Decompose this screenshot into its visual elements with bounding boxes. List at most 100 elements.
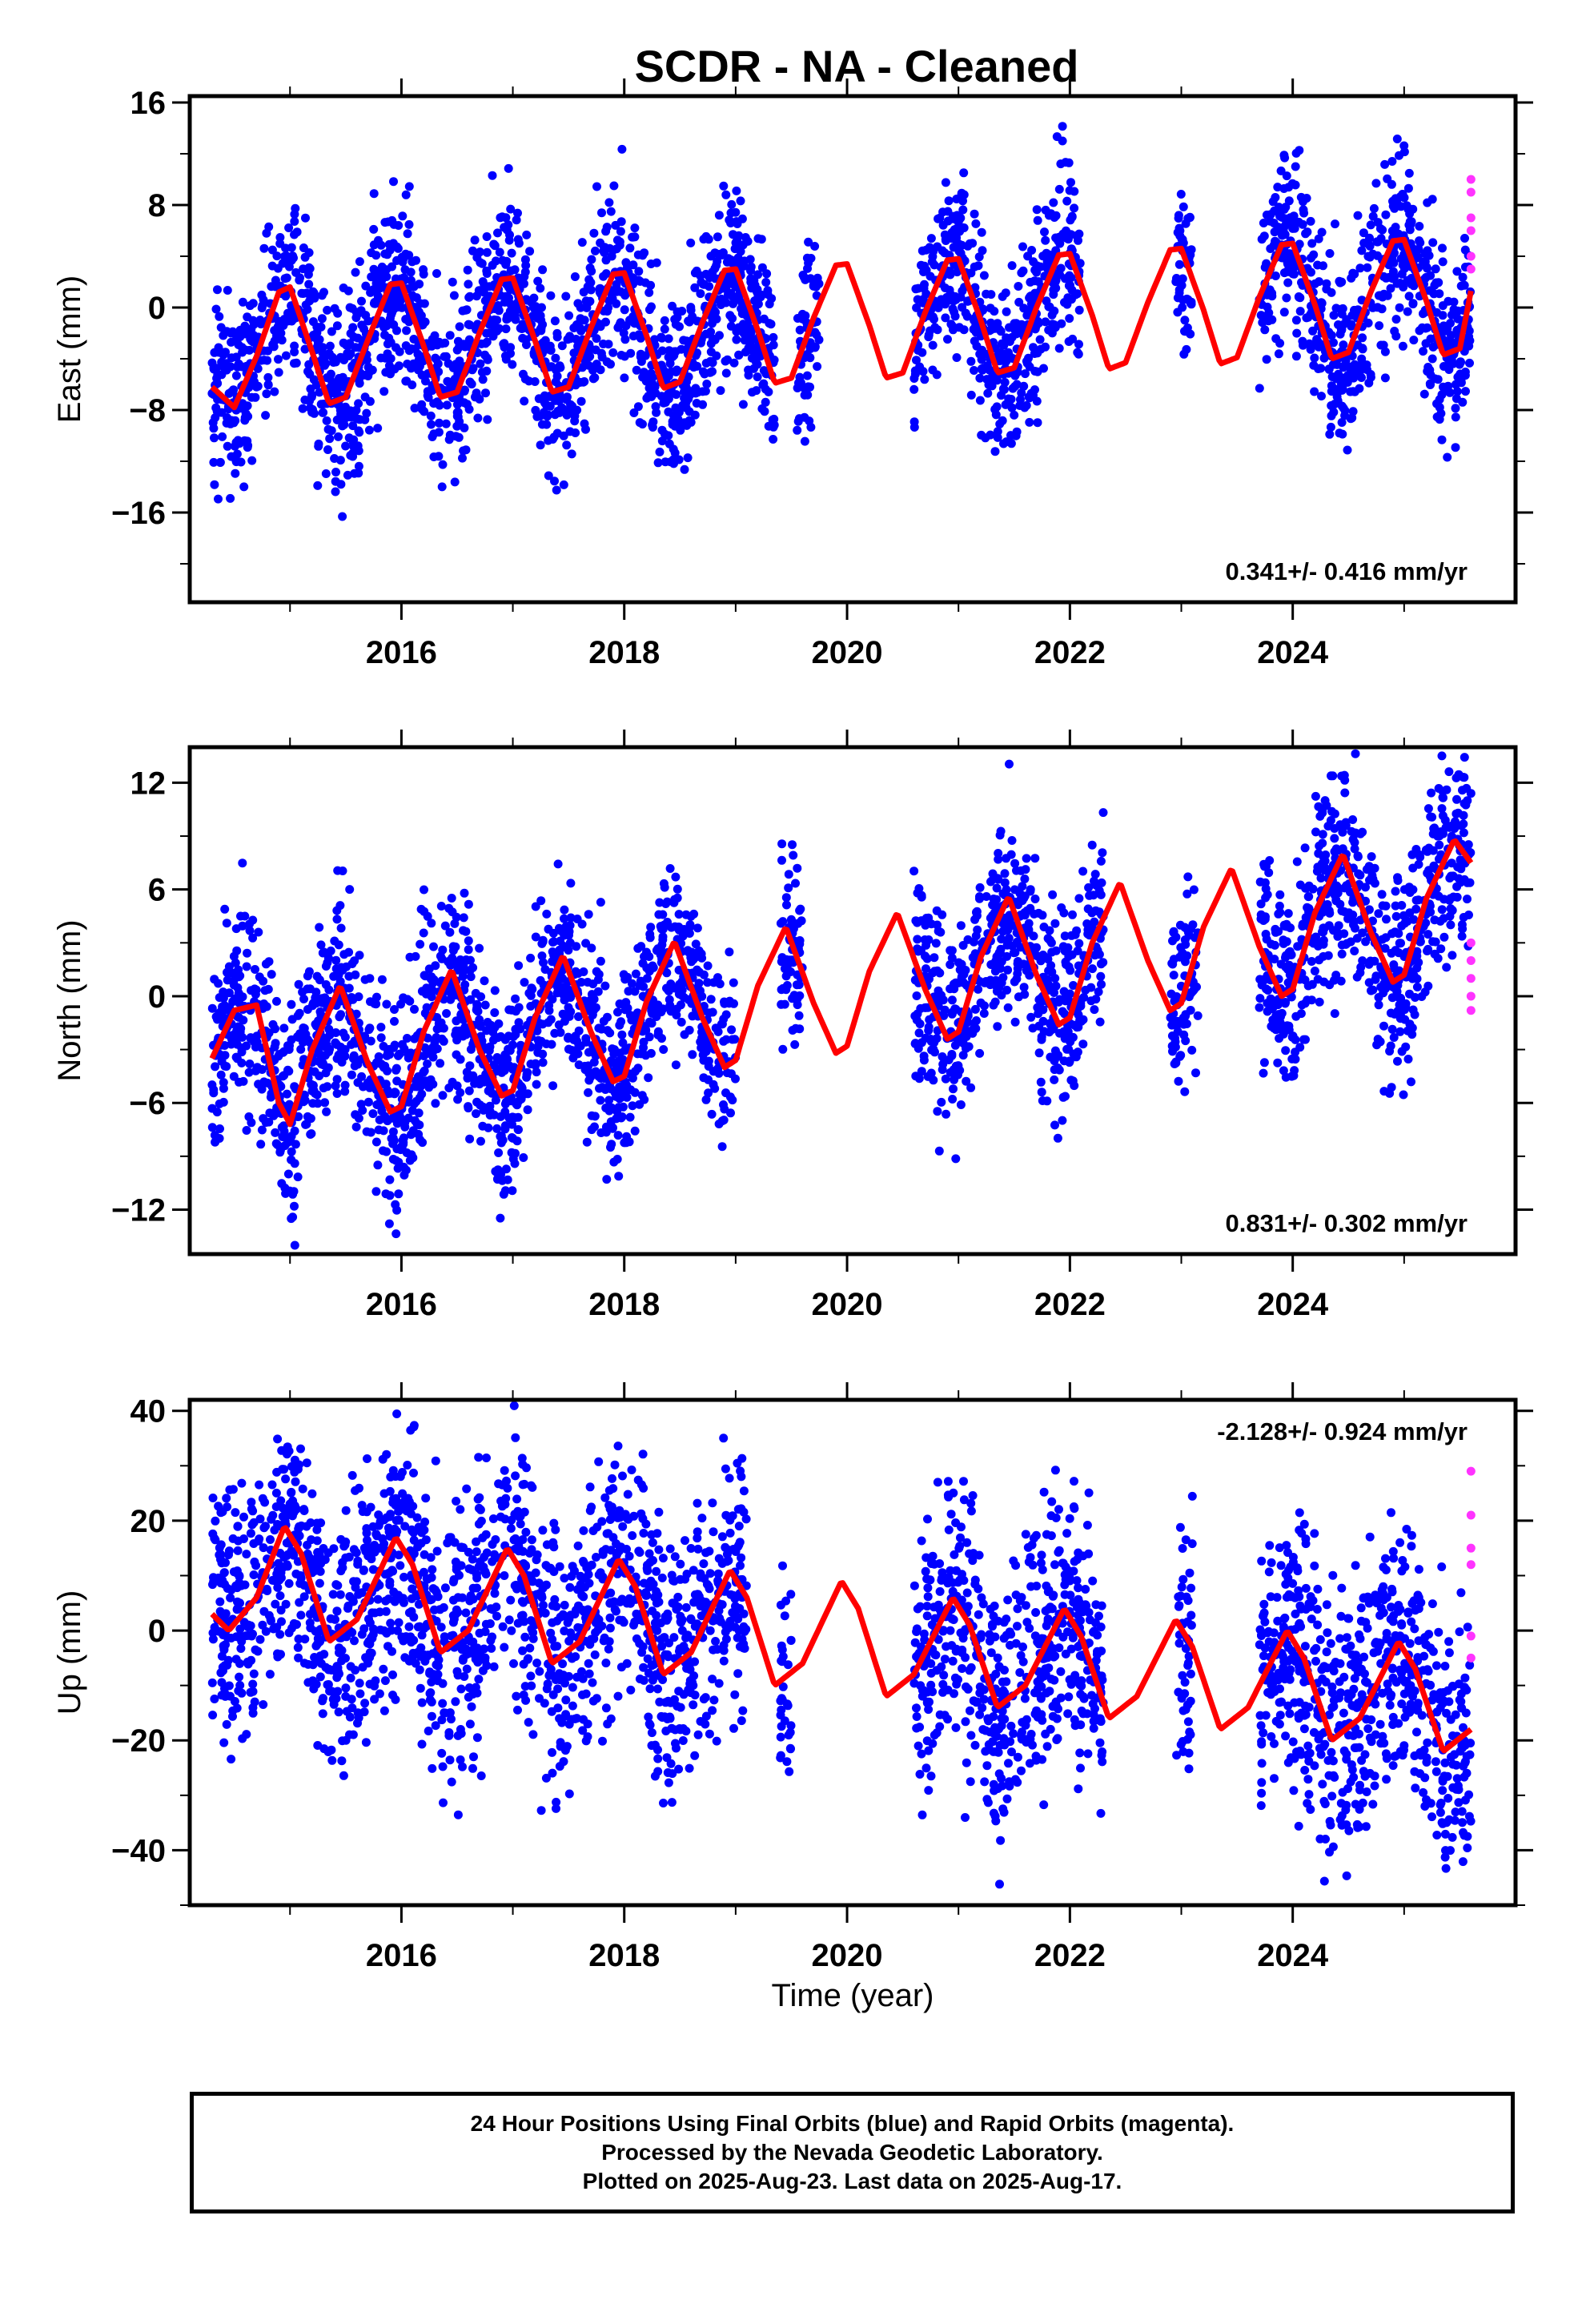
data-point [523,1068,532,1077]
data-point [261,959,271,969]
data-point [255,972,264,982]
data-point [685,920,695,930]
data-point [566,879,576,888]
data-point [332,1039,342,1049]
data-point [1282,293,1291,303]
data-point [1428,342,1438,352]
data-point [229,1072,239,1081]
data-point [1098,958,1108,967]
data-point [804,237,813,247]
data-point [1062,226,1070,235]
data-point [316,322,326,332]
data-point [407,364,416,373]
data-point [364,425,374,435]
data-point [803,263,812,273]
data-point [334,432,343,441]
data-point [288,1212,298,1222]
data-point [555,361,564,371]
data-point [494,1019,504,1028]
data-point [428,978,438,987]
data-point [613,1063,623,1072]
data-point [1427,354,1437,364]
data-point [934,301,943,311]
data-point [360,1031,370,1041]
data-point [609,181,619,191]
data-point [1084,883,1094,892]
data-point [796,904,805,914]
data-point [242,962,251,971]
data-point [746,266,755,275]
data-point [216,323,226,332]
data-point [501,351,510,360]
data-point [448,277,457,287]
data-point [665,439,674,448]
data-point [1074,235,1082,245]
data-point [567,449,576,459]
data-point [268,1019,278,1029]
data-point [983,364,992,373]
data-point [564,311,574,320]
data-point [1460,245,1470,255]
data-point [1262,355,1271,364]
data-point [347,304,357,313]
data-point [1054,232,1064,242]
data-point [390,1112,400,1121]
data-point [322,1107,331,1116]
data-point [720,997,729,1007]
data-point [1347,321,1356,331]
x-tick-label: 2022 [1034,635,1106,670]
data-point [243,948,252,958]
data-point [465,1134,475,1144]
data-point [1451,412,1460,422]
data-point [1359,228,1368,238]
data-point [450,477,460,487]
data-point [793,863,802,873]
data-point [383,349,392,359]
data-point [644,967,654,976]
data-point [717,1116,727,1126]
data-point [682,377,691,387]
data-point [1260,263,1270,272]
data-point [522,296,532,305]
data-point [279,1023,289,1033]
data-point [697,1033,707,1043]
data-point [1306,344,1315,354]
data-point [213,285,222,295]
data-point [544,924,553,934]
data-point [514,1018,524,1027]
data-point [1017,268,1026,278]
data-point [956,1100,966,1109]
data-point [280,274,290,283]
data-point [986,304,995,313]
data-point [1404,292,1414,301]
data-point [247,392,256,402]
data-point [347,993,356,1002]
data-point [484,1086,493,1096]
data-point [209,364,219,372]
data-point [1065,314,1074,324]
data-point [1042,1096,1052,1106]
data-point [1364,240,1374,250]
data-point [1451,443,1460,452]
data-point [321,980,331,989]
data-point [666,979,676,989]
data-point [211,1062,220,1072]
data-point [1314,364,1323,373]
data-point [683,453,693,463]
data-point [1310,353,1319,363]
data-point [589,228,599,238]
data-point [1033,348,1042,358]
data-point [731,207,741,217]
data-point [670,448,680,457]
data-point [488,171,497,180]
data-point [1348,387,1358,396]
data-point [721,1010,731,1019]
data-point [332,321,342,331]
data-point [441,352,451,361]
data-point [285,1041,294,1051]
data-point [245,926,255,935]
data-point [1327,372,1337,381]
data-point [552,988,562,998]
data-point [1447,356,1456,365]
